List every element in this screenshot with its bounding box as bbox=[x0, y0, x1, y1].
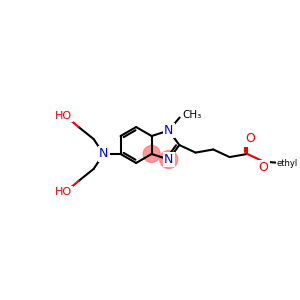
Text: N: N bbox=[164, 124, 173, 137]
Circle shape bbox=[160, 151, 178, 169]
Text: O: O bbox=[259, 161, 269, 174]
Text: CH₃: CH₃ bbox=[183, 110, 202, 121]
Text: ethyl: ethyl bbox=[277, 159, 298, 168]
Text: HO: HO bbox=[55, 187, 72, 197]
Text: HO: HO bbox=[55, 111, 72, 121]
Text: N: N bbox=[164, 153, 173, 166]
Text: O: O bbox=[245, 133, 255, 146]
Text: N: N bbox=[99, 148, 108, 160]
Circle shape bbox=[143, 146, 160, 163]
